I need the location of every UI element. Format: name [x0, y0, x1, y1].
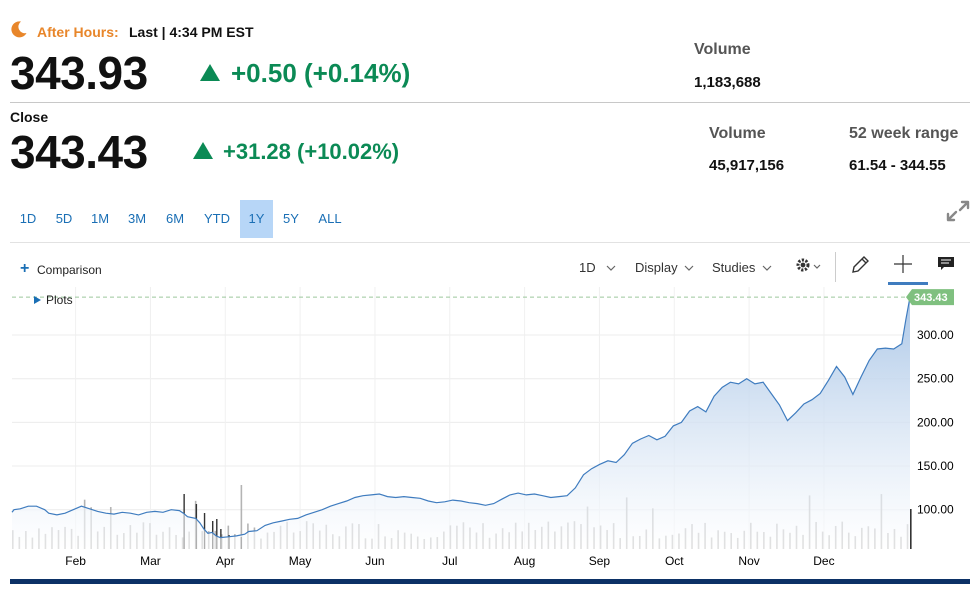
price-area — [12, 297, 910, 549]
up-arrow-icon — [193, 142, 213, 159]
after-hours-label: After Hours: — [37, 24, 119, 40]
x-tick-label: May — [289, 554, 312, 568]
x-tick-label: Nov — [738, 554, 759, 568]
price-chart[interactable]: 100.00 150.00 200.00 250.00 300.00 Feb Mar Apr… — [0, 287, 980, 577]
volume-bar — [910, 509, 912, 549]
range-1y-button[interactable]: 1Y — [240, 200, 273, 238]
x-tick-label: Jul — [442, 554, 457, 568]
y-tick-label: 150.00 — [917, 459, 954, 473]
x-tick-label: Oct — [665, 554, 684, 568]
close-label: Close — [10, 109, 49, 125]
after-hours-timestamp: Last | 4:34 PM EST — [129, 24, 254, 40]
last-price-label: 343.43 — [914, 292, 948, 304]
chevron-down-icon — [762, 265, 772, 271]
y-tick-label: 200.00 — [917, 415, 954, 429]
x-tick-label: Dec — [813, 554, 834, 568]
price-line — [11, 296, 911, 539]
comment-icon[interactable] — [936, 255, 956, 273]
range-3m-button[interactable]: 3M — [127, 211, 147, 226]
close-volume-label: Volume — [709, 125, 766, 142]
crosshair-active-indicator — [888, 282, 928, 285]
close-change: +31.28 (+10.02%) — [223, 139, 400, 164]
range-1m-button[interactable]: 1M — [90, 211, 110, 226]
after-hours-change: +0.50 (+0.14%) — [231, 58, 411, 88]
plots-toggle[interactable]: Plots — [46, 293, 73, 307]
after-hours-volume-label: Volume — [694, 41, 751, 58]
x-tick-label: Aug — [514, 554, 535, 568]
interval-select[interactable]: 1D — [579, 260, 596, 275]
x-tick-label: Apr — [216, 554, 235, 568]
up-arrow-icon — [200, 64, 220, 81]
expand-icon[interactable] — [944, 198, 972, 224]
triangle-right-icon[interactable] — [33, 295, 43, 305]
volume-bar — [240, 485, 243, 549]
after-hours-price: 343.93 — [10, 47, 148, 99]
range-5y-button[interactable]: 5Y — [283, 211, 299, 226]
studies-menu[interactable]: Studies — [712, 260, 756, 275]
moon-icon — [11, 21, 27, 38]
range-5d-button[interactable]: 5D — [55, 211, 73, 226]
last-price-tag: 343.43 — [906, 289, 954, 306]
y-tick-label: 100.00 — [917, 503, 954, 517]
pencil-icon[interactable] — [849, 254, 871, 276]
crosshair-icon[interactable] — [892, 253, 914, 275]
volume-bar — [216, 519, 218, 549]
divider — [10, 242, 970, 243]
close-volume: 45,917,156 — [709, 157, 785, 174]
after-hours-volume: 1,183,688 — [694, 74, 761, 91]
divider — [10, 102, 970, 103]
range-6m-button[interactable]: 6M — [165, 211, 185, 226]
x-tick-label: Feb — [65, 554, 86, 568]
range-ytd-button[interactable]: YTD — [204, 211, 230, 226]
week-range-label: 52 week range — [849, 125, 959, 142]
range-1d-button[interactable]: 1D — [19, 211, 37, 226]
chevron-down-icon — [606, 265, 616, 271]
close-price: 343.43 — [10, 126, 148, 178]
comparison-button[interactable]: Comparison — [37, 263, 102, 277]
week-range-value: 61.54 - 344.55 — [849, 157, 946, 174]
display-menu[interactable]: Display — [635, 260, 678, 275]
y-tick-label: 300.00 — [917, 328, 954, 342]
chevron-down-icon — [684, 265, 694, 271]
plus-icon[interactable]: + — [20, 260, 30, 277]
toolbar-divider — [835, 252, 836, 282]
y-tick-label: 250.00 — [917, 372, 954, 386]
gear-icon[interactable] — [794, 256, 824, 276]
x-tick-label: Sep — [589, 554, 611, 568]
range-all-button[interactable]: ALL — [318, 211, 342, 226]
x-tick-label: Mar — [140, 554, 161, 568]
bottom-bar — [10, 579, 970, 584]
x-tick-label: Jun — [365, 554, 384, 568]
